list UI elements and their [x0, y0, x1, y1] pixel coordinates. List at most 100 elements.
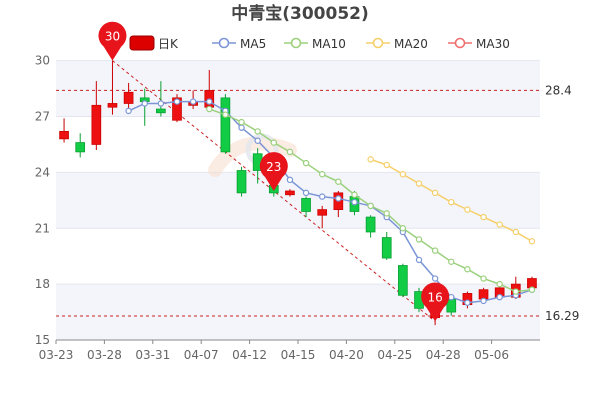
ma5-line-point — [464, 299, 471, 306]
price-pin: 16 — [421, 282, 450, 322]
price-pin-label: 16 — [427, 290, 442, 304]
ma10-line-point — [399, 225, 407, 232]
ma20-line-point — [480, 213, 487, 221]
ma10-line-point — [238, 118, 245, 126]
ma10-line-point — [415, 236, 423, 243]
candle — [285, 189, 295, 197]
x-tick-label: 04-12 — [232, 348, 267, 362]
price-pin: 23 — [259, 152, 288, 191]
y-tick-label: 18 — [35, 277, 50, 291]
candle — [398, 263, 408, 298]
legend-marker — [372, 37, 384, 49]
legend-label: 日K — [158, 37, 179, 51]
ma5-line-point — [254, 137, 261, 144]
ma5-line-point — [480, 297, 487, 305]
ma10-line-point — [335, 178, 342, 185]
candle — [172, 94, 182, 123]
ma5-line-point — [286, 176, 294, 184]
candle-body — [156, 108, 166, 114]
ma20-line-point — [464, 206, 471, 213]
ma10-line-point — [367, 202, 374, 210]
ma10-line-point — [480, 275, 487, 282]
ma10-line-point — [528, 286, 536, 293]
candle-body — [381, 237, 392, 259]
legend-item: 日K — [129, 35, 179, 51]
ma5-line-point — [448, 293, 455, 301]
x-tick-label: 04-07 — [184, 348, 219, 362]
ma10-line-point — [254, 128, 261, 135]
ma5-line-point — [302, 189, 310, 197]
ma20-line-point — [383, 161, 390, 169]
candle — [236, 166, 247, 197]
candle-body — [59, 130, 69, 140]
x-tick-label: 04-28 — [426, 348, 461, 362]
price-pin-balloon — [421, 282, 450, 322]
ma20-line-point — [496, 221, 503, 228]
ma5-line-point — [415, 256, 423, 264]
ma5-line-point — [206, 98, 213, 105]
ma5-line-point — [189, 98, 197, 105]
candle-body — [220, 97, 231, 153]
candle-body — [236, 170, 247, 194]
ma10-line-point — [512, 288, 520, 295]
legend-marker — [290, 37, 302, 49]
ma10-line-point — [286, 148, 294, 156]
ma10-line-point — [319, 171, 326, 178]
candle-body — [301, 198, 311, 212]
legend: 日K MA5 MA10 MA20 MA30 — [129, 35, 510, 51]
ma5-line-point — [319, 193, 326, 200]
ma20-line-point — [367, 156, 374, 163]
ma20-line-point — [415, 180, 423, 187]
y-tick-label: 21 — [35, 221, 50, 235]
ma20-line-point — [512, 228, 520, 236]
candle-body — [527, 278, 537, 289]
price-pins: 30 23 16 — [98, 21, 450, 322]
legend-label: MA30 — [476, 37, 510, 51]
ma5-line-point — [157, 100, 165, 107]
candle — [365, 215, 376, 238]
candle — [301, 196, 311, 218]
x-tick-label: 03-23 — [39, 348, 74, 362]
legend-label: MA10 — [312, 37, 346, 51]
ma5-line-point — [173, 98, 181, 105]
moving-averages — [125, 98, 536, 306]
ma10-line-point — [351, 191, 358, 198]
chart-title: 中青宝(300052) — [231, 3, 369, 24]
legend-item: MA20 — [366, 37, 428, 51]
ma5-line-point — [141, 100, 148, 107]
ma10-line-point — [431, 247, 439, 254]
ma20-line-point — [399, 171, 407, 178]
price-pin-balloon — [98, 21, 127, 61]
x-tick-label: 03-31 — [135, 348, 170, 362]
candle-body — [172, 97, 182, 121]
legend-label: MA20 — [394, 37, 428, 51]
ma20-line-point — [431, 189, 439, 197]
ma10-line-point — [464, 266, 471, 273]
y-tick-label: 30 — [35, 54, 50, 68]
ma5-line-point — [125, 107, 132, 115]
x-tick-label: 04-20 — [329, 348, 364, 362]
reference-line-label: 28.4 — [545, 83, 572, 97]
legend-marker — [218, 37, 230, 49]
y-tick-label: 27 — [35, 110, 50, 124]
ma5-line-point — [496, 293, 503, 301]
candle — [381, 231, 392, 260]
ma5-line-point — [238, 124, 245, 131]
price-pin-label: 30 — [105, 30, 120, 44]
reference-line-label: 16.29 — [545, 309, 579, 323]
candle — [123, 82, 134, 111]
legend-candle-swatch — [129, 35, 155, 51]
x-tick-label: 05-06 — [474, 348, 509, 362]
candle-body — [75, 142, 86, 153]
candle — [91, 81, 102, 151]
candle-body — [398, 265, 408, 296]
y-tick-label: 24 — [35, 165, 50, 179]
candle-body — [317, 209, 328, 216]
legend-item: MA5 — [212, 37, 266, 51]
reference-lines: 28.4 16.29 — [56, 60, 579, 323]
legend-label: MA5 — [240, 37, 266, 51]
candle-body — [285, 190, 295, 196]
legend-item: MA30 — [448, 37, 510, 51]
candle — [107, 60, 118, 115]
axes: 15 18 21 24 27 30 03-23 03-28 03-31 04-07 04-12 04-… — [35, 54, 540, 362]
